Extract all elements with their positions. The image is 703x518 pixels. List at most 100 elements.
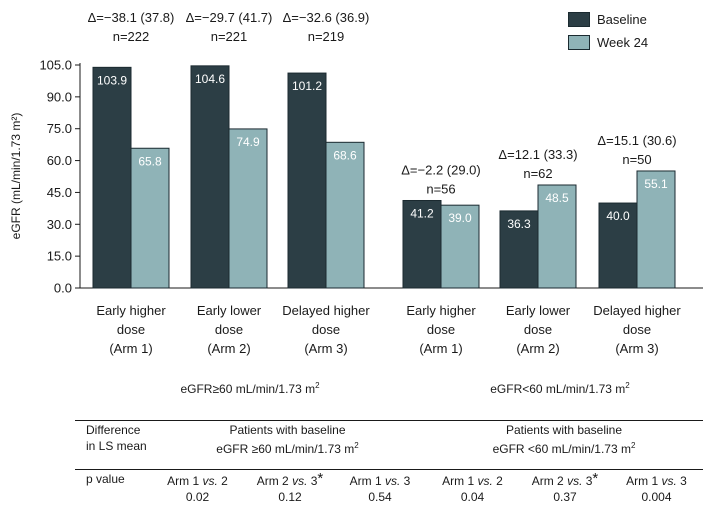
comparison-row: p value Arm 1 vs. 2 0.02 Arm 2 vs. 3* 0.12…: [75, 471, 703, 505]
comparison-arm-b: 2: [492, 474, 503, 488]
delta-annotation: Δ=−38.1 (37.8): [88, 10, 175, 25]
x-tick-label: dose: [524, 322, 552, 337]
bar-week24: [228, 128, 268, 289]
difference-label-cell: Difference in LS mean: [75, 422, 150, 457]
p-value-label-cell: p value: [75, 471, 150, 505]
x-tick-labels: Early higher dose (Arm 1) Early lower dose (A…: [96, 303, 681, 356]
y-tick-label: 75.0: [47, 121, 72, 136]
comparison-vs: vs.: [202, 474, 218, 488]
bar-week24: [130, 147, 170, 289]
comparison-cell: Arm 2 vs. 3* 0.37: [520, 471, 610, 505]
comparison-star: *: [317, 470, 324, 487]
comparison-cell: Arm 1 vs. 2 0.02: [150, 471, 245, 505]
group-label-high-egfr-text: eGFR≥60 mL/min/1.73 m: [180, 382, 316, 396]
delta-annotation: Δ=−32.6 (36.9): [283, 10, 370, 25]
p-value: 0.04: [460, 490, 485, 504]
y-tick-label: 105.0: [39, 58, 72, 73]
x-tick-label: (Arm 1): [419, 341, 462, 356]
comparison-arm-b: 2: [217, 474, 228, 488]
bar-baseline: [598, 202, 638, 289]
p-value: 0.54: [368, 490, 392, 504]
group-label-low-egfr-sup: 2: [625, 381, 630, 390]
x-tick-label: dose: [312, 322, 340, 337]
bar-week24: [440, 204, 480, 289]
group1-header-sup: 2: [354, 441, 359, 450]
annotations: Δ=−38.1 (37.8) n=222 Δ=−29.7 (41.7) n=221 Δ=…: [88, 10, 677, 196]
comparison-arm-b: 3: [676, 474, 687, 488]
group2-header-line2-text: eGFR <60 mL/min/1.73 m: [492, 442, 631, 456]
comparison-cell: Arm 2 vs. 3* 0.12: [245, 471, 335, 505]
y-tick-label: 45.0: [47, 185, 72, 200]
comparison-vs: vs.: [567, 474, 583, 488]
n-annotation: n=222: [113, 29, 150, 44]
x-tick-label: (Arm 1): [109, 341, 152, 356]
bar-value-label: 101.2: [292, 79, 322, 93]
comparison-arm-a: Arm 1: [626, 474, 662, 488]
x-tick-label: Early higher: [406, 303, 476, 318]
legend-label-week24: Week 24: [597, 35, 649, 50]
bar-week24: [537, 184, 577, 289]
p-value-label: p value: [86, 472, 125, 486]
bar-value-label: 103.9: [97, 73, 127, 87]
group-label-high-egfr: eGFR≥60 mL/min/1.73 m2: [85, 381, 415, 396]
comparison-cell: Arm 1 vs. 3 0.54: [335, 471, 425, 505]
table-top-rule: [75, 420, 703, 421]
bar-value-label: 36.3: [507, 217, 531, 231]
bar-value-label: 104.6: [195, 72, 225, 86]
comparison-vs: vs.: [292, 474, 308, 488]
x-tick-label: dose: [427, 322, 455, 337]
bar-value-label: 74.9: [236, 135, 260, 149]
comparison-arm-b: 3: [400, 474, 411, 488]
n-annotation: n=56: [426, 181, 455, 196]
delta-annotation: Δ=−2.2 (29.0): [401, 162, 481, 177]
y-tick-label: 15.0: [47, 249, 72, 264]
y-axis-title: eGFR (mL/min/1.73 m²): [9, 113, 23, 240]
x-tick-label: dose: [215, 322, 243, 337]
n-annotation: n=50: [622, 152, 651, 167]
group2-header-sup: 2: [630, 441, 636, 450]
bars: 103.9 65.8 104.6 74.9 101.2 68.6 41.2 39.0 36.3 4…: [92, 65, 676, 289]
group-label-low-egfr: eGFR<60 mL/min/1.73 m2: [395, 381, 703, 396]
comparison-arm-a: Arm 1: [349, 474, 385, 488]
comparison-vs: vs.: [661, 474, 677, 488]
group1-header: Patients with baseline eGFR ≥60 mL/min/1…: [150, 422, 425, 457]
y-tick-label: 0.0: [54, 281, 72, 296]
x-tick-label: (Arm 2): [516, 341, 559, 356]
x-tick-label: Delayed higher: [593, 303, 681, 318]
y-tick-label: 90.0: [47, 89, 72, 104]
p-value: 0.12: [278, 490, 302, 504]
comparison-star: *: [592, 470, 599, 487]
comparison-cell: Arm 1 vs. 3 0.004: [610, 471, 703, 505]
group1-header-line2-text: eGFR ≥60 mL/min/1.73 m: [216, 442, 355, 456]
bar-chart: 0.0 15.0 30.0 45.0 60.0 75.0 90.0 105.0 103.9 65…: [9, 10, 703, 356]
legend-item-week24: Week 24: [568, 35, 648, 50]
bar-value-label: 40.0: [606, 209, 630, 223]
bar-value-label: 65.8: [138, 154, 162, 168]
bar-week24: [636, 170, 676, 289]
p-value-table: Difference in LS mean Patients with base…: [75, 422, 703, 505]
n-annotation: n=221: [211, 29, 248, 44]
bar-value-label: 68.6: [333, 148, 357, 162]
n-annotation: n=219: [308, 29, 345, 44]
comparison-arm-a: Arm 2: [256, 474, 293, 488]
x-tick-label: Early lower: [506, 303, 571, 318]
bar-value-label: 41.2: [410, 206, 434, 220]
comparison-cell: Arm 1 vs. 2 0.04: [425, 471, 520, 505]
bar-value-label: 48.5: [545, 191, 569, 205]
comparison-arm-a: Arm 1: [167, 474, 203, 488]
x-tick-label: dose: [117, 322, 145, 337]
table-header-row: Difference in LS mean Patients with base…: [75, 422, 703, 457]
group2-header-line2: eGFR <60 mL/min/1.73 m2: [425, 438, 703, 457]
bar-baseline: [287, 72, 327, 289]
x-tick-label: dose: [623, 322, 651, 337]
comparison-arm-b: 3: [582, 474, 593, 488]
bar-baseline: [190, 65, 230, 289]
bar-value-label: 39.0: [448, 211, 472, 225]
group1-header-line1: Patients with baseline: [229, 423, 346, 437]
group2-header: Patients with baseline eGFR <60 mL/min/1…: [425, 422, 703, 457]
p-value: 0.004: [641, 490, 672, 504]
comparison-arm-b: 3: [307, 474, 318, 488]
group-label-low-egfr-text: eGFR<60 mL/min/1.73 m: [490, 382, 626, 396]
p-value: 0.02: [185, 490, 210, 504]
table-header-rule: [75, 469, 703, 470]
